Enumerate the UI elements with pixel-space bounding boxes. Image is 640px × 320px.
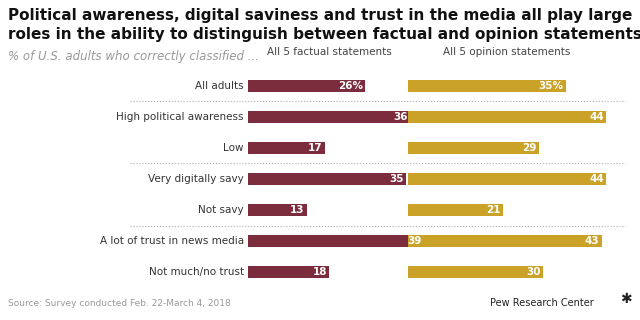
Text: Not much/no trust: Not much/no trust xyxy=(149,268,244,277)
Text: 35%: 35% xyxy=(538,81,563,91)
Text: ✱: ✱ xyxy=(620,292,632,306)
Text: Political awareness, digital saviness and trust in the media all play large
role: Political awareness, digital saviness an… xyxy=(8,8,640,42)
Text: 43: 43 xyxy=(585,236,600,246)
Bar xyxy=(248,267,329,278)
Bar xyxy=(408,204,502,216)
Text: 26%: 26% xyxy=(338,81,363,91)
Bar xyxy=(248,235,424,247)
Bar xyxy=(408,142,538,154)
Bar xyxy=(248,80,365,92)
Text: All 5 factual statements: All 5 factual statements xyxy=(267,47,392,57)
Bar xyxy=(248,111,410,123)
Text: Very digitally savy: Very digitally savy xyxy=(148,174,244,184)
Text: Not savy: Not savy xyxy=(198,205,244,215)
Text: Source: Survey conducted Feb. 22-March 4, 2018: Source: Survey conducted Feb. 22-March 4… xyxy=(8,299,231,308)
Bar xyxy=(408,111,606,123)
Text: 18: 18 xyxy=(312,268,327,277)
Bar xyxy=(248,173,406,185)
Text: 30: 30 xyxy=(527,268,541,277)
Text: 17: 17 xyxy=(308,143,323,153)
Bar xyxy=(408,267,543,278)
Bar xyxy=(408,80,566,92)
Text: Low: Low xyxy=(223,143,244,153)
Text: All 5 opinion statements: All 5 opinion statements xyxy=(444,47,571,57)
Bar xyxy=(408,173,606,185)
Text: Pew Research Center: Pew Research Center xyxy=(490,298,594,308)
Text: 36: 36 xyxy=(394,112,408,122)
Bar xyxy=(248,142,324,154)
Text: % of U.S. adults who correctly classified ...: % of U.S. adults who correctly classifie… xyxy=(8,50,259,63)
Text: 44: 44 xyxy=(589,112,604,122)
Text: 39: 39 xyxy=(407,236,422,246)
Text: 21: 21 xyxy=(486,205,500,215)
Bar xyxy=(248,204,307,216)
Text: All adults: All adults xyxy=(195,81,244,91)
Text: 29: 29 xyxy=(522,143,536,153)
Text: 44: 44 xyxy=(589,174,604,184)
Text: High political awareness: High political awareness xyxy=(116,112,244,122)
Bar xyxy=(408,235,602,247)
Text: 35: 35 xyxy=(389,174,403,184)
Text: 13: 13 xyxy=(290,205,305,215)
Text: A lot of trust in news media: A lot of trust in news media xyxy=(100,236,244,246)
